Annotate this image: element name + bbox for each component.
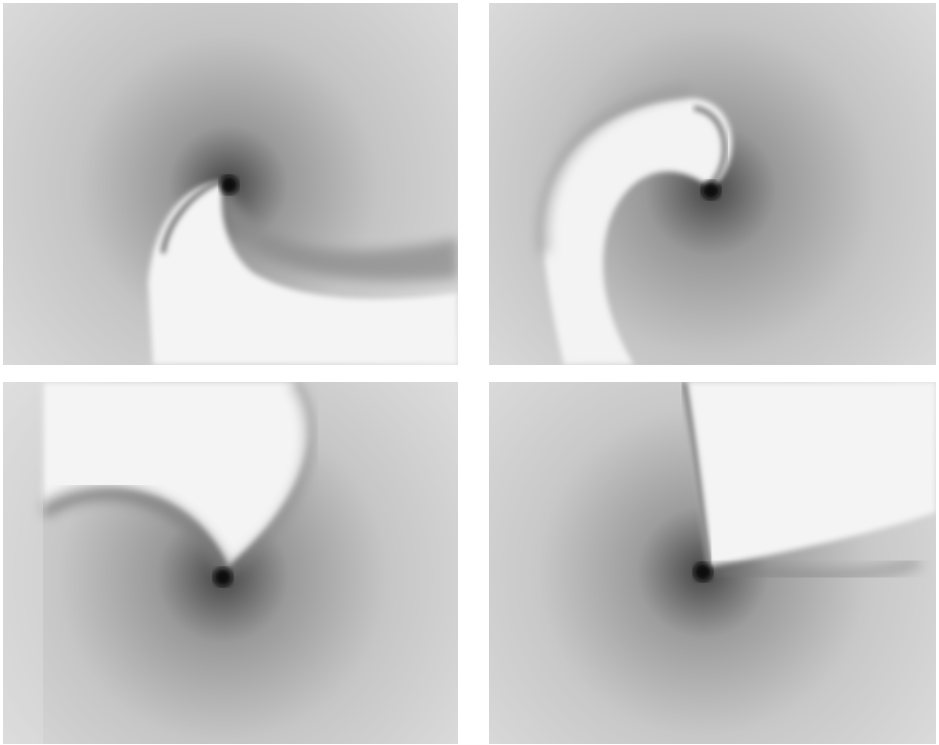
vortex-panel-top-right [489, 3, 936, 365]
vortex-panel-bottom-left [3, 382, 458, 744]
vortex-panel-top-left [3, 3, 458, 365]
vortex-image-4 [489, 382, 936, 744]
vortex-panel-bottom-right [489, 382, 936, 744]
vortex-image-3 [3, 382, 458, 744]
vortex-image-1 [3, 3, 458, 365]
vortex-image-2 [489, 3, 936, 365]
